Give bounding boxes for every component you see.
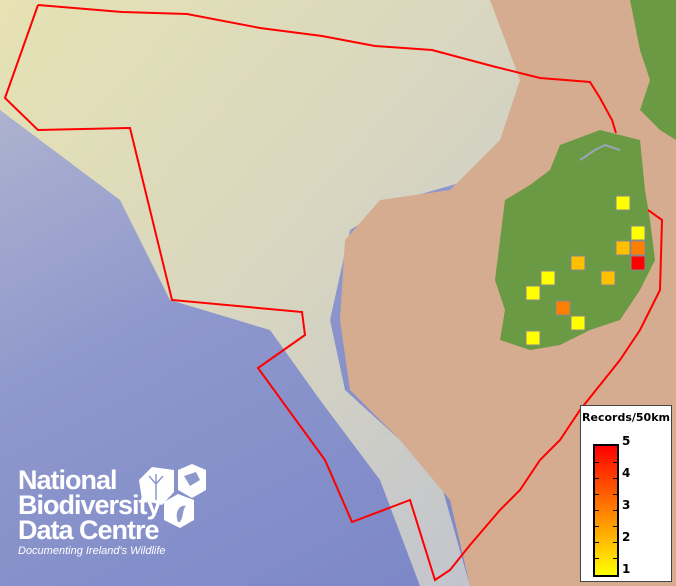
legend-label-5: 5 xyxy=(622,434,631,448)
record-cell[interactable] xyxy=(540,270,556,286)
record-cell[interactable] xyxy=(630,225,646,241)
record-cell[interactable] xyxy=(570,255,586,271)
logo-name-1: National xyxy=(18,465,118,495)
logo-tagline: Documenting Ireland's Wildlife xyxy=(18,545,166,557)
record-cell[interactable] xyxy=(600,270,616,286)
logo-name-3: Data Centre xyxy=(18,515,160,545)
legend-label-3: 3 xyxy=(622,498,631,512)
record-cell[interactable] xyxy=(525,330,541,346)
record-cell[interactable] xyxy=(555,300,571,316)
record-cell[interactable] xyxy=(615,240,631,256)
legend-label-2: 2 xyxy=(622,530,631,544)
britain-landmass xyxy=(630,0,676,140)
record-cells xyxy=(525,195,646,346)
record-cell[interactable] xyxy=(630,255,646,271)
legend-label-4: 4 xyxy=(622,466,631,480)
legend-title: Records/50km xyxy=(582,411,670,424)
border-line xyxy=(579,143,621,161)
continental-shelf xyxy=(0,0,520,586)
boundary-north xyxy=(37,4,617,134)
legend-color-scale xyxy=(593,444,619,577)
record-cell[interactable] xyxy=(570,315,586,331)
legend-label-1: 1 xyxy=(622,562,631,576)
logo-name-2: Biodiversity xyxy=(18,490,162,520)
legend: Records/50km 5 4 3 2 1 xyxy=(580,405,672,582)
record-cell[interactable] xyxy=(615,195,631,211)
record-cell[interactable] xyxy=(525,285,541,301)
nbdc-logo: National Biodiversity Data Centre Docume… xyxy=(18,465,166,558)
boundary-outline xyxy=(3,4,664,582)
hexagon-logo-icon xyxy=(139,464,206,528)
record-cell[interactable] xyxy=(630,240,646,256)
